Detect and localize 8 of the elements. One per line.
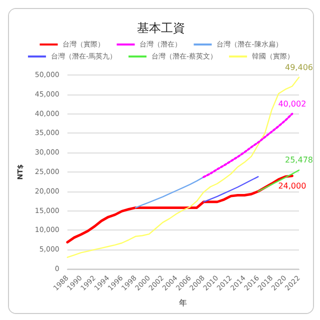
line-series	[203, 176, 259, 202]
data-label: 25,478	[285, 156, 313, 165]
data-label: 24,000	[278, 181, 306, 190]
chart-title: 基本工資	[137, 21, 185, 35]
data-label: 49,406	[285, 62, 313, 72]
x-axis-title: 年	[179, 298, 188, 308]
line-series	[134, 176, 204, 208]
data-label: 40,002	[278, 99, 306, 108]
